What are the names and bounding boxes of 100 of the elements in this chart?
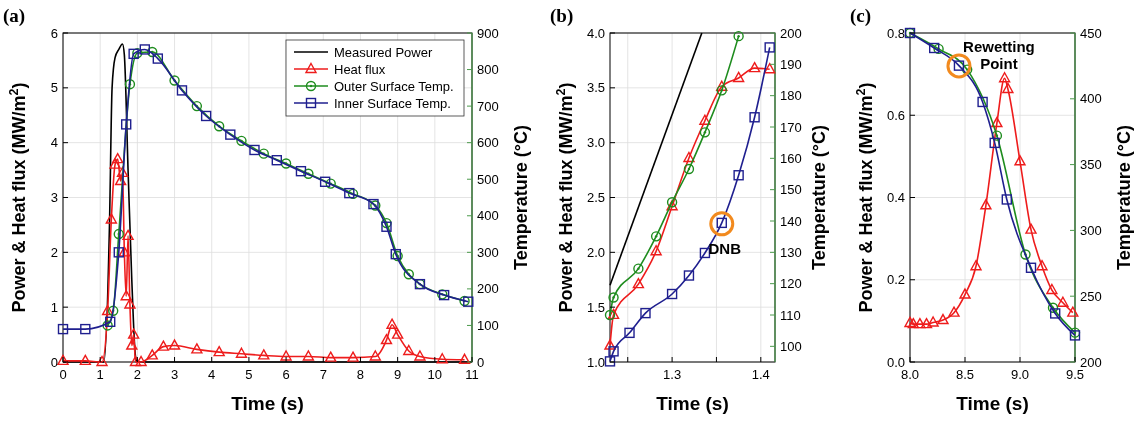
point (414, 350, 426, 361)
chart-title: (c) (850, 5, 872, 27)
point (458, 353, 471, 365)
point (225, 129, 236, 140)
y2-tick-label: 150 (780, 182, 802, 198)
x-tick-label: 2 (133, 367, 141, 382)
y2-tick-label: 400 (1080, 91, 1102, 107)
point (977, 96, 988, 108)
point (1025, 262, 1037, 273)
y2-tick-label: 300 (1080, 222, 1102, 238)
point (749, 112, 760, 123)
point (980, 199, 992, 210)
point (403, 344, 415, 356)
point (325, 178, 336, 189)
point (683, 270, 695, 281)
point (132, 47, 143, 59)
point (733, 170, 744, 181)
point (624, 327, 635, 339)
y2-tick-label: 900 (477, 25, 499, 41)
point (959, 288, 971, 299)
point (111, 152, 124, 164)
point (116, 166, 129, 178)
y-tick-label: 2.0 (586, 244, 605, 260)
point (113, 228, 124, 240)
point (463, 296, 474, 307)
point (436, 353, 448, 364)
y2-tick-label: 350 (1080, 157, 1102, 173)
x-tick-label: 1.4 (751, 367, 770, 382)
x-tick-label: 1.3 (663, 367, 682, 382)
y-tick-label: 3 (50, 190, 58, 205)
point (124, 78, 136, 90)
y2-tick-label: 700 (477, 98, 499, 114)
point (699, 114, 711, 125)
point (733, 30, 744, 42)
point (1050, 308, 1061, 319)
y2-tick-label: 200 (1080, 354, 1102, 370)
point (633, 263, 644, 274)
y-tick-label: 3.0 (586, 135, 605, 151)
y2-tick-label: 140 (780, 213, 802, 229)
point (381, 221, 392, 232)
y2-tick-label: 800 (477, 62, 499, 78)
point (176, 85, 188, 96)
point (933, 43, 944, 55)
y2-axis-title: Temperature (°C) (809, 125, 829, 270)
point (108, 305, 119, 317)
point (380, 333, 393, 345)
point (57, 354, 69, 366)
point (101, 304, 114, 316)
point (105, 213, 118, 224)
point (683, 163, 695, 175)
y-tick-label: 1 (50, 299, 58, 315)
point (127, 328, 140, 339)
point (1025, 223, 1037, 234)
point (280, 158, 292, 169)
point (96, 355, 108, 367)
y2-tick-label: 500 (477, 171, 499, 187)
y-tick-label: 1.5 (586, 299, 605, 315)
point (169, 75, 180, 86)
x-tick-label: 9 (394, 367, 402, 382)
x-tick-label: 1 (96, 367, 104, 382)
x-axis-title: Time (s) (956, 393, 1029, 414)
point (604, 339, 616, 350)
point (258, 349, 270, 360)
point (213, 121, 225, 132)
point (191, 100, 203, 112)
point (135, 355, 147, 367)
point (191, 343, 203, 354)
point (121, 119, 132, 130)
y2-tick-label: 600 (477, 135, 499, 151)
point (991, 130, 1003, 141)
x-tick-label: 11 (465, 367, 479, 382)
y2-tick-label: 180 (780, 88, 802, 104)
y2-tick-label: 250 (1080, 288, 1102, 304)
point (295, 165, 307, 177)
point (764, 42, 775, 53)
y-tick-label: 1.0 (586, 354, 605, 370)
y-tick-label: 5 (50, 80, 58, 96)
y2-tick-label: 120 (780, 276, 802, 292)
point (114, 174, 127, 186)
point (280, 350, 292, 361)
point (80, 323, 91, 335)
point (391, 328, 404, 339)
legend-label: Heat flux (334, 61, 386, 77)
point (118, 246, 131, 257)
y-tick-label: 6 (50, 25, 58, 41)
y-tick-label: 3.5 (586, 80, 605, 96)
point (914, 317, 926, 329)
point (235, 347, 248, 358)
point (608, 292, 619, 303)
x-tick-label: 8 (356, 367, 365, 382)
point (126, 339, 138, 350)
point (122, 229, 134, 241)
point (347, 188, 359, 200)
y2-tick-label: 160 (780, 150, 802, 166)
point (147, 46, 158, 58)
y2-tick-label: 200 (780, 25, 802, 41)
point (109, 158, 121, 169)
point (1067, 306, 1079, 317)
point (381, 217, 392, 229)
point (1014, 155, 1026, 166)
